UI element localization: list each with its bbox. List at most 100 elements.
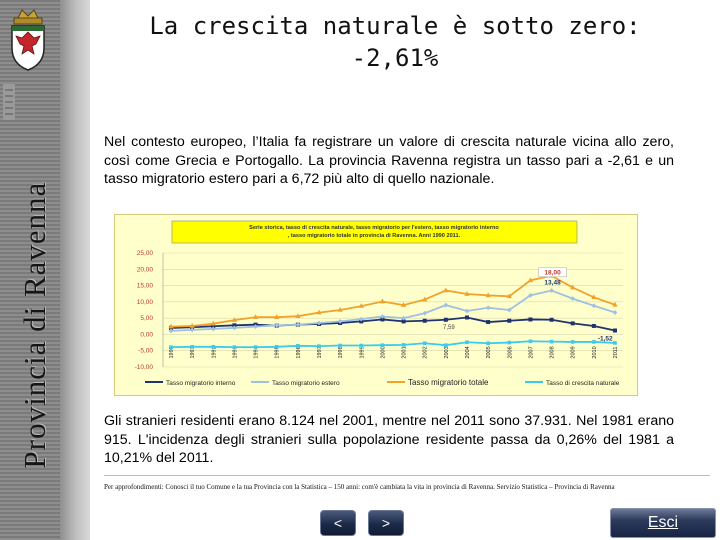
data-point [570,340,575,344]
data-point [570,284,576,290]
data-point [296,344,300,348]
footnote: Per approfondimenti: Conosci il tuo Comu… [104,475,710,498]
coat-of-arms-icon [11,9,45,71]
data-point [359,343,364,348]
x-tick-label: 1996 [296,346,302,358]
data-point [274,314,280,319]
data-point [464,291,470,296]
sidebar-shade [60,0,90,540]
previous-button[interactable]: < [320,510,356,536]
x-tick-label: 2011 [613,347,619,359]
data-point [591,294,597,300]
data-point [507,318,512,323]
foreign-residents-paragraph: Gli stranieri residenti erano 8.124 nel … [104,413,674,466]
sidebar-title: Provincia di Ravenna [17,150,52,500]
series-line [170,289,616,332]
chart-title-box [171,220,578,244]
x-tick-label: 2004 [465,346,471,358]
series-line [170,274,616,328]
x-tick-label: 2000 [380,346,386,358]
data-point [316,309,322,315]
data-point [189,322,195,328]
data-point [169,345,173,349]
data-point [168,328,174,334]
data-point [444,343,448,347]
data-point [231,317,238,322]
data-point [485,305,491,311]
x-tick-label: 1997 [317,346,323,358]
y-tick-label: -5,00 [138,348,153,355]
data-point [465,315,469,320]
chart-container: Serie storica, tasso di crescita natural… [114,214,638,396]
y-tick-label: 0,00 [140,331,153,338]
data-point [612,301,618,307]
data-point [591,323,596,328]
annotation-box [538,267,567,278]
intro-paragraph: Nel contesto europeo, l’Italia fa regist… [104,134,674,187]
title-line-2: -2,61% [351,44,439,72]
chart-background [115,215,637,395]
data-point [274,345,279,349]
x-tick-label: 1998 [338,346,344,358]
data-point [253,345,258,349]
y-tick-label: 25,00 [137,250,154,257]
y-tick-label: 15,00 [137,283,154,290]
x-tick-label: 2005 [486,346,492,358]
data-point [232,325,237,331]
legend-label: Tasso migratorio interno [166,380,236,387]
y-tick-label: -10,00 [135,364,154,371]
data-point [295,322,301,328]
series-line [170,340,616,349]
data-point [422,318,427,323]
data-point [422,310,428,316]
ornament-icon [3,84,15,120]
data-point [210,326,216,332]
data-point [337,307,343,312]
series-line [170,316,616,332]
data-point [527,277,534,283]
data-point [507,340,512,345]
x-tick-label: 2008 [550,346,556,358]
x-tick-label: 2003 [444,346,450,358]
data-point [613,328,617,333]
data-point [401,315,406,321]
x-tick-label: 2006 [507,346,513,358]
page-title: La crescita naturale è sotto zero: -2,61… [110,10,680,74]
data-point [253,324,258,330]
data-point [380,317,385,322]
data-point [549,317,554,322]
x-tick-label: 1993 [232,346,238,358]
legend-label: Tasso migratorio estero [272,380,340,387]
data-point [591,303,597,309]
data-point [486,341,490,346]
data-point [592,340,596,344]
data-point [379,298,386,304]
x-tick-label: 2001 [402,346,408,358]
data-point [613,341,617,345]
data-point [443,317,448,322]
data-point [168,323,174,329]
data-point [337,319,343,324]
data-point [190,345,194,349]
x-tick-label: 2007 [528,346,534,358]
data-point [401,319,406,324]
y-tick-label: 10,00 [137,299,154,306]
data-point [211,324,216,329]
x-tick-label: 1995 [275,346,281,358]
sidebar: Provincia di Ravenna [0,0,90,540]
next-button[interactable]: > [368,510,404,536]
data-point [422,296,428,302]
data-point [252,314,259,319]
x-tick-label: 1990 [169,346,175,358]
y-tick-label: 5,00 [140,315,153,322]
data-point [295,313,301,318]
legend-label: Tasso migratorio totale [408,378,489,387]
data-point [485,292,491,298]
data-point [464,308,470,314]
exit-button[interactable]: Esci [610,508,716,538]
data-point [211,345,216,349]
annotation-label: 13,48 [544,280,561,287]
data-point [232,323,237,328]
data-point [465,340,469,345]
data-point [274,322,280,328]
